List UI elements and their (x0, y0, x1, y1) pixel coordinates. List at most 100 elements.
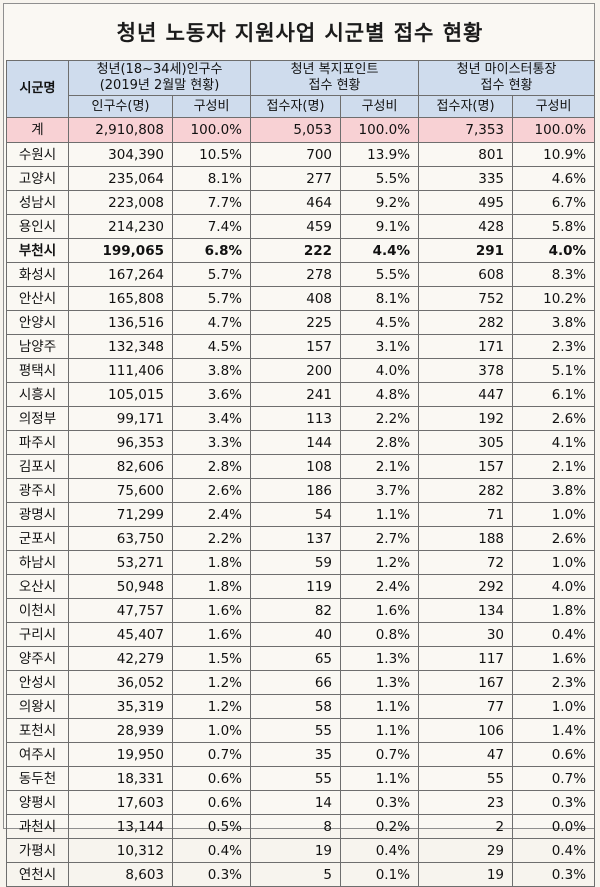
table-cell-welfare-count: 222 (250, 238, 342, 263)
table-cell-population-ratio: 1.5% (171, 646, 252, 671)
table-cell-meister-ratio: 3.8% (512, 478, 596, 503)
table-cell-city: 부천시 (6, 238, 69, 263)
table-row: 안양시 136,516 4.7% 225 4.5% 282 3.8% (6, 310, 596, 335)
table-cell-meister-count: 157 (418, 454, 514, 479)
table-cell-meister-count: 7,353 (418, 117, 514, 143)
table-cell-welfare-count: 119 (250, 574, 342, 599)
table-cell-meister-count: 30 (418, 622, 514, 647)
table-cell-population: 35,319 (68, 694, 173, 719)
table-cell-welfare-ratio: 0.8% (340, 622, 420, 647)
table-cell-welfare-ratio: 2.7% (340, 526, 420, 551)
table-row: 양주시 42,279 1.5% 65 1.3% 117 1.6% (6, 646, 596, 671)
table-cell-welfare-count: 82 (250, 598, 342, 623)
table-cell-welfare-ratio: 1.3% (340, 646, 420, 671)
table-cell-population: 132,348 (68, 334, 173, 359)
table-cell-welfare-ratio: 2.8% (340, 430, 420, 455)
table-cell-population-ratio: 10.5% (171, 142, 252, 167)
table-cell-welfare-ratio: 1.1% (340, 502, 420, 527)
table-row: 안성시 36,052 1.2% 66 1.3% 167 2.3% (6, 670, 596, 695)
table-cell-meister-ratio: 1.0% (512, 502, 596, 527)
table-cell-meister-ratio: 1.4% (512, 718, 596, 743)
table-cell-population-ratio: 2.2% (171, 526, 252, 551)
table-cell-welfare-count: 408 (250, 286, 342, 311)
table-cell-population: 19,950 (68, 742, 173, 767)
table-cell-population: 18,331 (68, 766, 173, 791)
table-row: 양평시 17,603 0.6% 14 0.3% 23 0.3% (6, 790, 596, 815)
table-cell-population-ratio: 2.8% (171, 454, 252, 479)
table-cell-welfare-ratio: 5.5% (340, 262, 420, 287)
table-cell-population: 111,406 (68, 358, 173, 383)
table-cell-population-ratio: 1.8% (171, 574, 252, 599)
table-cell-welfare-count: 35 (250, 742, 342, 767)
table-cell-welfare-ratio: 1.1% (340, 718, 420, 743)
table-cell-welfare-count: 58 (250, 694, 342, 719)
table-cell-meister-ratio: 2.3% (512, 670, 596, 695)
table-cell-city: 구리시 (6, 622, 69, 647)
table-cell-meister-count: 608 (418, 262, 514, 287)
table-cell-city: 안양시 (6, 310, 69, 335)
table-cell-welfare-count: 137 (250, 526, 342, 551)
table-cell-meister-count: 305 (418, 430, 514, 455)
table-cell-city: 여주시 (6, 742, 69, 767)
table-cell-city: 화성시 (6, 262, 69, 287)
table-cell-city: 광주시 (6, 478, 69, 503)
table-row-total: 계 2,910,808 100.0% 5,053 100.0% 7,353 100.0% (6, 117, 596, 143)
table-cell-welfare-count: 464 (250, 190, 342, 215)
table-cell-welfare-count: 40 (250, 622, 342, 647)
table-cell-meister-ratio: 10.2% (512, 286, 596, 311)
table-cell-meister-ratio: 5.8% (512, 214, 596, 239)
table-cell-population: 10,312 (68, 838, 173, 863)
table-cell-welfare-ratio: 4.5% (340, 310, 420, 335)
table-cell-welfare-count: 55 (250, 766, 342, 791)
table-cell-welfare-count: 225 (250, 310, 342, 335)
table-cell-meister-count: 428 (418, 214, 514, 239)
table-row: 화성시 167,264 5.7% 278 5.5% 608 8.3% (6, 262, 596, 287)
table-cell-welfare-ratio: 9.1% (340, 214, 420, 239)
table-row: 광명시 71,299 2.4% 54 1.1% 71 1.0% (6, 502, 596, 527)
table-cell-meister-count: 291 (418, 238, 514, 263)
table-cell-city: 하남시 (6, 550, 69, 575)
table-cell-welfare-count: 108 (250, 454, 342, 479)
table-cell-population-ratio: 4.5% (171, 334, 252, 359)
table-row: 군포시 63,750 2.2% 137 2.7% 188 2.6% (6, 526, 596, 551)
table-cell-welfare-ratio: 2.4% (340, 574, 420, 599)
table-cell-population: 8,603 (68, 862, 173, 887)
header-city: 시군명 (6, 60, 69, 118)
table-cell-population-ratio: 1.6% (171, 622, 252, 647)
table-cell-welfare-count: 200 (250, 358, 342, 383)
table-cell-meister-ratio: 1.6% (512, 646, 596, 671)
table-cell-city: 시흥시 (6, 382, 69, 407)
table-cell-population: 105,015 (68, 382, 173, 407)
table-cell-meister-count: 188 (418, 526, 514, 551)
table-cell-meister-count: 106 (418, 718, 514, 743)
table-cell-meister-count: 752 (418, 286, 514, 311)
table-cell-city: 성남시 (6, 190, 69, 215)
table-cell-population: 17,603 (68, 790, 173, 815)
table-cell-meister-count: 801 (418, 142, 514, 167)
table-cell-city: 이천시 (6, 598, 69, 623)
table-cell-city: 용인시 (6, 214, 69, 239)
table-row: 오산시 50,948 1.8% 119 2.4% 292 4.0% (6, 574, 596, 599)
table-row: 부천시 199,065 6.8% 222 4.4% 291 4.0% (6, 238, 596, 263)
table-cell-meister-ratio: 1.8% (512, 598, 596, 623)
table-cell-welfare-count: 157 (250, 334, 342, 359)
table-cell-meister-ratio: 0.3% (512, 790, 596, 815)
table-cell-welfare-ratio: 3.1% (340, 334, 420, 359)
table-cell-meister-count: 19 (418, 862, 514, 887)
table-cell-city: 의왕시 (6, 694, 69, 719)
table-cell-city: 평택시 (6, 358, 69, 383)
table-cell-population-ratio: 2.4% (171, 502, 252, 527)
header-population-ratio: 구성비 (171, 95, 252, 118)
table-row: 이천시 47,757 1.6% 82 1.6% 134 1.8% (6, 598, 596, 623)
table-cell-welfare-count: 59 (250, 550, 342, 575)
table-cell-welfare-ratio: 1.1% (340, 694, 420, 719)
table-cell-meister-count: 335 (418, 166, 514, 191)
table-cell-population-ratio: 3.8% (171, 358, 252, 383)
table-cell-meister-count: 134 (418, 598, 514, 623)
table-cell-population: 45,407 (68, 622, 173, 647)
table-row: 포천시 28,939 1.0% 55 1.1% 106 1.4% (6, 718, 596, 743)
table-cell-meister-ratio: 6.1% (512, 382, 596, 407)
table-cell-population-ratio: 0.7% (171, 742, 252, 767)
table-cell-population-ratio: 5.7% (171, 286, 252, 311)
header-population-count: 인구수(명) (68, 95, 173, 118)
